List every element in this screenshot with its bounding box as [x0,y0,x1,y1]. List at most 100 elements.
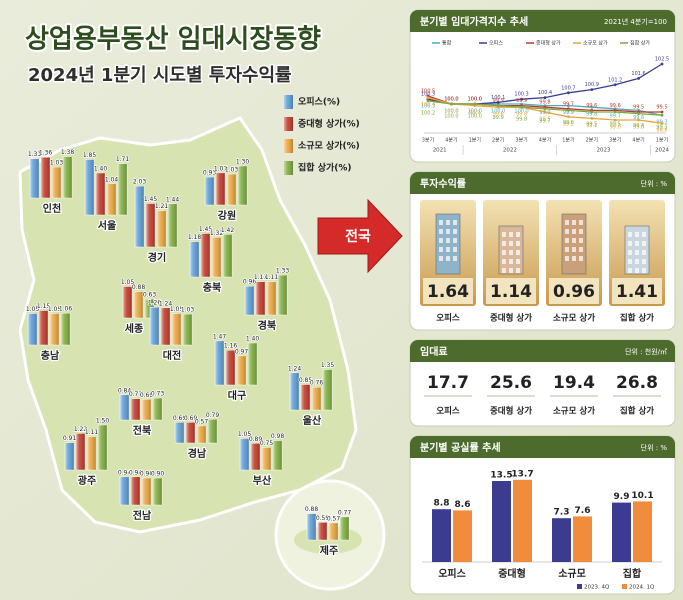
value-label: 100.0 [444,97,458,103]
value-label: 1.07 [214,165,228,172]
bar [633,501,652,562]
value-label: 101.6 [631,71,645,77]
value-label: 1.05 [238,431,252,438]
rent-value: 26.8 [616,373,658,393]
value-label: 0.77 [338,509,352,516]
rent-label: 소규모 상가 [553,406,595,417]
value-label: 1.71 [116,156,130,163]
x-tick-label: 4분기 [539,137,551,144]
bar-shine [120,394,129,420]
value-label: 98.8 [656,128,667,134]
value-label: 1.24 [288,365,302,372]
panel-note: 2021년 4분기=100 [604,17,667,26]
building-window [565,220,569,225]
legend-label: 통합 [442,40,452,47]
value-label: 100.0 [468,97,482,103]
value-label: 1.05 [26,306,40,313]
bar-shine [186,422,195,443]
legend-swatch-shine [284,161,293,175]
point [660,110,664,114]
building-window [572,229,576,234]
rent-value: 17.7 [427,373,469,393]
value-label: 100.4 [421,102,435,108]
yield-label: 집합 상가 [620,313,654,324]
bar-shine [216,172,225,205]
region-label: 제주 [320,544,338,557]
value-label: 1.32 [210,230,224,237]
region-label: 충북 [203,281,221,294]
value-label: 0.69 [184,415,198,422]
value-label: 0.98 [271,433,285,440]
building-window [502,232,506,237]
bar-shine [273,440,282,470]
value-label: 99.1 [586,123,597,129]
panel-header [410,340,675,362]
point [450,102,453,106]
value-label: 1.04 [105,176,119,183]
building-window [628,232,632,237]
x-tick-label: 4분기 [445,137,457,144]
bar [573,516,592,562]
value-label: 100.7 [561,85,575,91]
value-label: 1.36 [39,150,53,157]
building-window [628,241,632,246]
rent-label: 집합 상가 [620,406,654,417]
building-window [572,256,576,261]
value-label: 100.3 [514,92,528,98]
bar-shine [318,522,327,540]
bar-shine [307,513,316,540]
legend-swatch-shine [284,117,293,131]
value-box [612,278,662,304]
legend-label: 소규모 상가(%) [298,140,360,152]
value-label: 99.6 [610,103,621,109]
bar-shine [153,398,162,420]
building-window [439,256,443,261]
bar-shine [161,307,170,345]
value-label: 0.94 [118,469,132,476]
bar-shine [212,237,221,277]
value-label: 100.1 [491,95,505,101]
x-tick-label: 오피스 [438,567,466,580]
value-label: 0.57 [327,515,341,522]
rent-value: 19.4 [553,373,595,393]
building-window [565,238,569,243]
bar-shine [290,372,299,410]
panel-title: 분기별 임대가격지수 추세 [420,15,528,28]
building-window [509,250,513,255]
region-label: 광주 [78,475,96,487]
bar-shine [142,478,151,505]
value-label: 0.93 [203,170,217,177]
value-label: 1.05 [121,279,135,286]
panel-note: 단위 : % [641,179,668,188]
nationwide-label: 전국 [345,228,371,245]
value-label: 9.9 [614,492,630,502]
value-label: 1.22 [74,426,88,433]
panel-note: 단위 : 천원/㎡ [625,347,667,356]
bar-shine [237,355,246,385]
rent-label: 중대형 상가 [490,406,532,417]
building-window [446,229,450,234]
value-label: 0.90 [151,471,165,478]
building-window [439,247,443,252]
panel-note: 단위 : % [641,443,668,452]
legend-label: 중대형 상가(%) [298,118,360,130]
rent-label: 오피스 [436,406,460,417]
legend-label: 오피스 [489,40,503,47]
building-window [642,259,646,264]
value-label: 99.7 [610,113,621,119]
value-label: 8.8 [434,499,450,509]
building-window [453,247,457,252]
value-label: 99.8 [516,112,527,118]
building-window [453,256,457,261]
value-label: 1.18 [188,234,202,241]
value-label: 1.38 [61,149,75,156]
x-tick-label: 2분기 [586,137,598,144]
value-label: 100.0 [444,109,458,115]
point [543,96,547,99]
bar-shine [197,425,206,443]
building-window [628,259,632,264]
value-label: 0.90 [140,471,154,478]
value-label: 100.0 [468,97,482,103]
